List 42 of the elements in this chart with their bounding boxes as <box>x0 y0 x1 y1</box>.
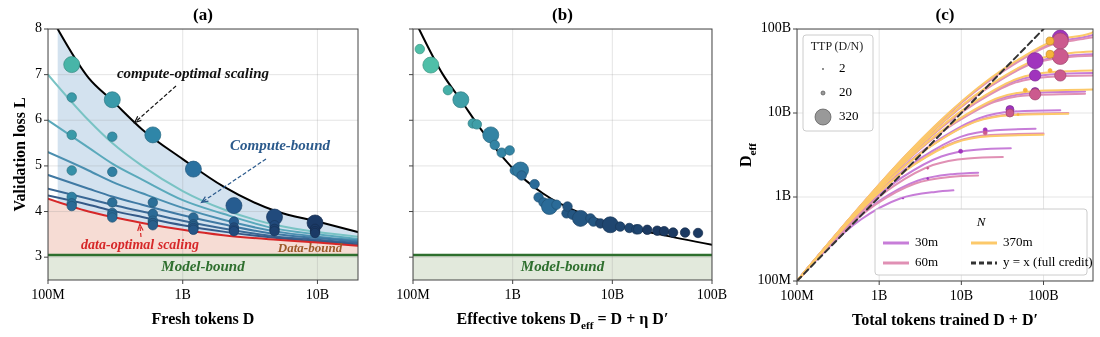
chart-title: (c) <box>935 4 955 24</box>
legend-label: 30m <box>915 233 939 249</box>
annotation: compute-optimal scaling <box>116 65 270 82</box>
x-tick-label: 1B <box>504 287 521 303</box>
legend-label: 20 <box>839 83 852 99</box>
legend-label: 370m <box>1003 233 1033 249</box>
x-axis-title: Fresh tokens D <box>151 309 255 327</box>
y-tick-label: 1B <box>774 188 791 204</box>
x-tick-label: 1B <box>174 287 191 303</box>
legend-label: 320 <box>839 107 859 123</box>
x-tick-label: 100B <box>696 287 728 303</box>
annotation: Data-bound <box>276 239 343 255</box>
y-tick-label: 8 <box>35 20 42 36</box>
legend-label: y = x (full credit) <box>1003 253 1093 269</box>
x-axis-title: Effective tokens D$_{eff}$ = D + η D′ <box>456 309 669 331</box>
y-tick-label: 3 <box>35 248 42 264</box>
legend-title: N <box>975 213 987 229</box>
x-tick-label: 100B <box>1028 288 1059 304</box>
x-tick-label: 100M <box>780 288 815 304</box>
chart-title: (a) <box>193 4 213 24</box>
y-tick-label: 6 <box>35 111 42 127</box>
legend-label: 60m <box>915 253 939 269</box>
x-tick-label: 10B <box>305 287 330 303</box>
annotation: Compute-bound <box>229 137 331 154</box>
band-label: Model-bound <box>519 257 605 274</box>
annotation: data-optimal scaling <box>81 237 199 253</box>
y-tick-label: 10B <box>767 104 791 120</box>
y-tick-label: 5 <box>35 157 42 173</box>
y-tick-label: 7 <box>35 65 42 81</box>
chart-title: (b) <box>552 4 573 24</box>
x-tick-label: 10B <box>949 288 974 304</box>
y-axis-title: Validation loss L <box>10 97 28 212</box>
annotation: TTP (D/N) <box>810 38 864 53</box>
x-axis-title: Total tokens trained D + D′ <box>852 310 1038 328</box>
y-tick-label: 100B <box>760 20 791 36</box>
legend-label: 2 <box>839 59 846 75</box>
y-tick-label: 4 <box>35 202 42 218</box>
y-tick-label: 100M <box>757 272 792 288</box>
x-tick-label: 10B <box>600 287 625 303</box>
x-tick-label: 1B <box>871 288 888 304</box>
band-label: Model-bound <box>160 257 246 274</box>
x-tick-label: 100M <box>396 287 431 303</box>
